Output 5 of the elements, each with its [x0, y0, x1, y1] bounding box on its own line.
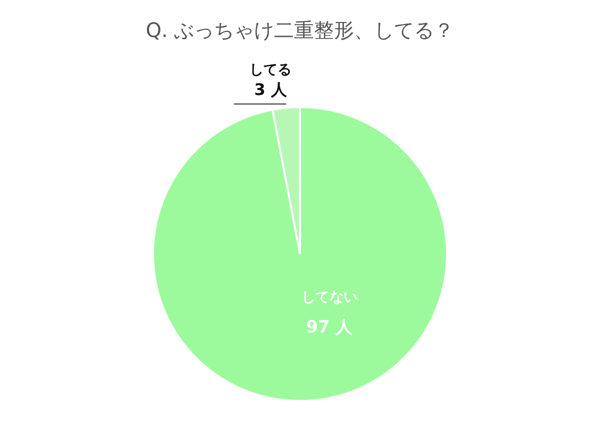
chart-title: Q. ぶっちゃけ二重整形、してる？: [146, 18, 454, 42]
data-label: 97 人: [306, 318, 354, 338]
data-label: 3 人: [254, 80, 288, 99]
slice-label: してない: [301, 290, 358, 306]
slice-label: してる: [250, 62, 292, 78]
